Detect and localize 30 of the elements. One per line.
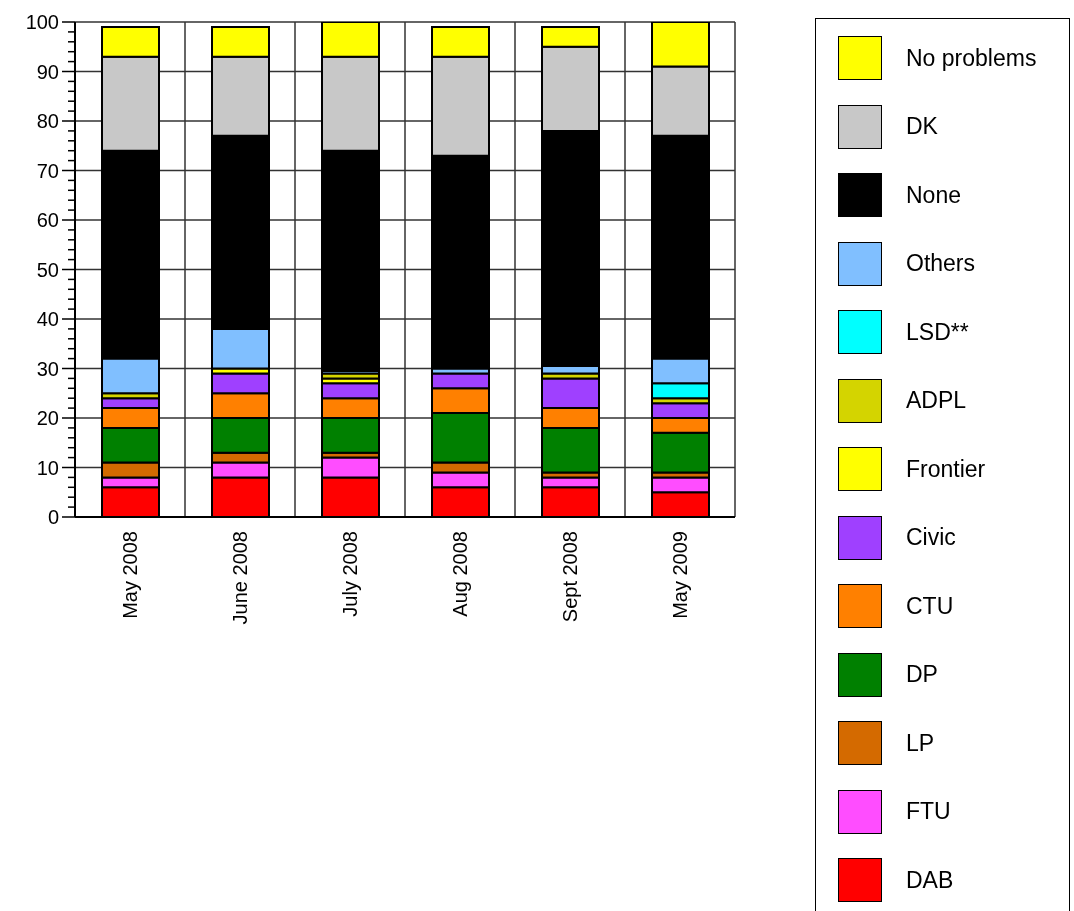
legend-label: DK — [906, 113, 938, 141]
y-tick-label: 60 — [36, 209, 59, 231]
x-tick-label: Sept 2008 — [559, 531, 581, 623]
legend-label: LSD** — [906, 318, 969, 346]
legend-label: DP — [906, 661, 938, 689]
legend-label: CTU — [906, 592, 954, 620]
x-tick-label: Aug 2008 — [449, 531, 471, 617]
legend-label: Others — [906, 250, 976, 278]
legend-label: None — [906, 181, 961, 209]
x-tick-label: May 2008 — [119, 531, 141, 619]
legend-label: No problems — [906, 44, 1037, 72]
y-tick-label: 30 — [36, 357, 59, 380]
legend-label: DAB — [906, 866, 954, 894]
y-tick-label: 100 — [25, 11, 59, 33]
legend-label: Civic — [906, 524, 956, 552]
y-tick-label: 0 — [47, 506, 59, 528]
y-tick-label: 50 — [36, 258, 59, 281]
legend-label: ADPL — [906, 387, 967, 415]
y-tick-label: 80 — [36, 110, 59, 132]
x-tick-label: May 2009 — [669, 531, 691, 619]
y-tick-label: 10 — [36, 456, 59, 479]
legend-label: Frontier — [906, 455, 986, 483]
legend-label: LP — [906, 729, 935, 757]
y-tick-label: 40 — [36, 308, 59, 330]
legend-label: FTU — [906, 798, 951, 826]
x-tick-label: June 2008 — [229, 531, 251, 625]
y-tick-label: 90 — [36, 60, 59, 83]
y-tick-label: 20 — [36, 407, 59, 429]
y-tick-label: 70 — [36, 159, 59, 182]
x-tick-label: July 2008 — [339, 531, 361, 617]
